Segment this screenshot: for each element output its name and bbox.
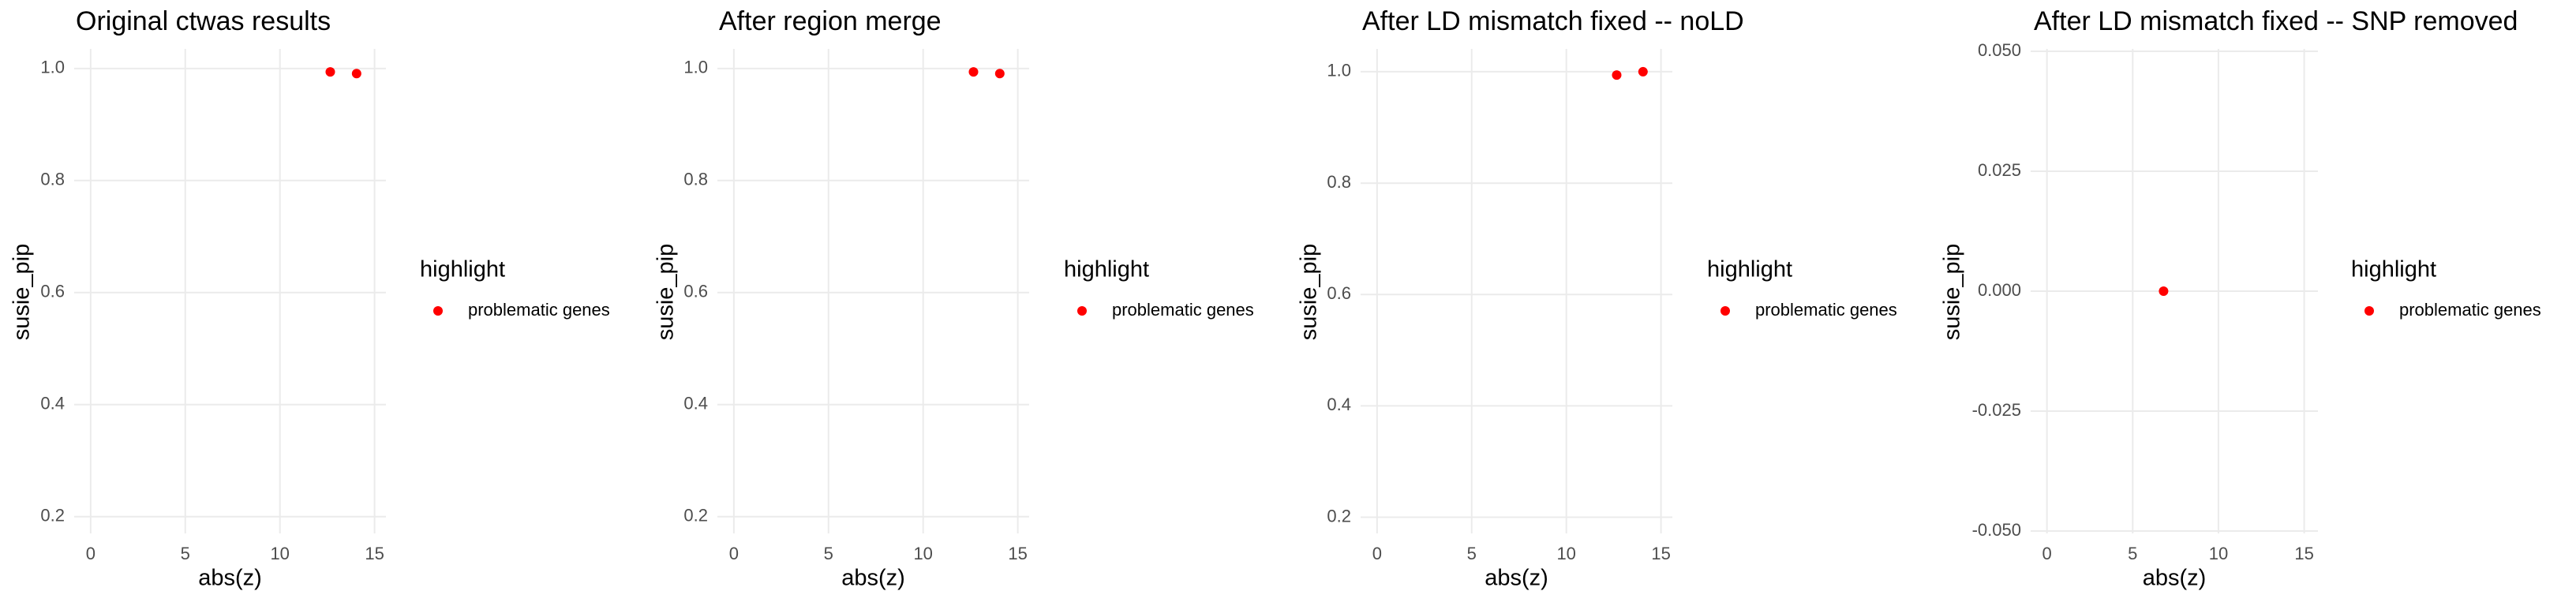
- x-tick-label: 10: [270, 544, 289, 563]
- x-tick-label: 10: [913, 544, 932, 563]
- y-axis-title: susie_pip: [1940, 244, 1965, 341]
- chart-title: Original ctwas results: [76, 6, 331, 36]
- chart-title: After region merge: [719, 6, 942, 36]
- x-tick-label: 5: [181, 544, 190, 563]
- y-tick-label: 0.8: [683, 170, 708, 189]
- x-tick-label: 5: [1467, 544, 1477, 563]
- y-tick-label: 0.4: [40, 394, 65, 413]
- y-tick-label: 1.0: [40, 58, 65, 77]
- x-axis-title: abs(z): [2143, 566, 2207, 591]
- legend-title: highlight: [1707, 257, 1792, 282]
- x-tick-label: 15: [1008, 544, 1027, 563]
- y-tick-label: 0.8: [1327, 172, 1351, 192]
- point: [325, 67, 335, 77]
- x-tick-label: 0: [86, 544, 95, 563]
- y-axis-title: susie_pip: [1297, 244, 1322, 341]
- x-tick-label: 10: [1556, 544, 1575, 563]
- point: [994, 69, 1005, 79]
- y-tick-label: 0.2: [683, 506, 708, 526]
- y-tick-label: 0.8: [40, 170, 65, 189]
- x-tick-label: 0: [729, 544, 739, 563]
- x-tick-label: 15: [2294, 544, 2313, 563]
- y-tick-label: 0.000: [1978, 280, 2021, 300]
- y-tick-label: 0.2: [40, 506, 65, 526]
- y-tick-label: 0.2: [1327, 506, 1351, 526]
- x-tick-label: 10: [2209, 544, 2228, 563]
- x-tick-label: 0: [1372, 544, 1382, 563]
- y-tick-label: -0.025: [1972, 400, 2021, 420]
- legend-marker: [1077, 306, 1087, 316]
- x-axis-title: abs(z): [198, 566, 262, 591]
- point: [1612, 70, 1622, 80]
- legend-title: highlight: [2351, 257, 2436, 282]
- y-tick-label: 1.0: [683, 58, 708, 77]
- y-tick-label: 1.0: [1327, 61, 1351, 80]
- legend-marker: [433, 306, 443, 316]
- legend-label: problematic genes: [1755, 300, 1897, 320]
- chart-title: After LD mismatch fixed -- SNP removed: [2034, 6, 2518, 36]
- legend-label: problematic genes: [468, 300, 610, 320]
- point: [351, 69, 361, 79]
- y-tick-label: -0.050: [1972, 520, 2021, 540]
- legend-label: problematic genes: [2399, 300, 2541, 320]
- x-axis-title: abs(z): [1485, 566, 1548, 591]
- point: [1638, 66, 1648, 77]
- x-tick-label: 5: [2128, 544, 2137, 563]
- x-tick-label: 15: [1651, 544, 1670, 563]
- legend-marker: [1720, 306, 1730, 316]
- y-tick-label: 0.6: [40, 282, 65, 301]
- point: [968, 67, 979, 77]
- y-tick-label: 0.050: [1978, 40, 2021, 60]
- x-tick-label: 15: [365, 544, 384, 563]
- chart-title: After LD mismatch fixed -- noLD: [1362, 6, 1744, 36]
- y-axis-title: susie_pip: [653, 244, 679, 341]
- x-tick-label: 0: [2042, 544, 2052, 563]
- legend-label: problematic genes: [1112, 300, 1254, 320]
- legend-marker: [2364, 306, 2374, 316]
- y-tick-label: 0.025: [1978, 160, 2021, 180]
- y-tick-label: 0.4: [1327, 395, 1351, 414]
- legend-title: highlight: [420, 257, 505, 282]
- y-tick-label: 0.6: [1327, 283, 1351, 303]
- x-tick-label: 5: [824, 544, 833, 563]
- y-tick-label: 0.4: [683, 394, 708, 413]
- x-axis-title: abs(z): [841, 566, 905, 591]
- point: [2159, 286, 2169, 296]
- y-axis-title: susie_pip: [9, 244, 35, 341]
- legend-title: highlight: [1064, 257, 1149, 282]
- y-tick-label: 0.6: [683, 282, 708, 301]
